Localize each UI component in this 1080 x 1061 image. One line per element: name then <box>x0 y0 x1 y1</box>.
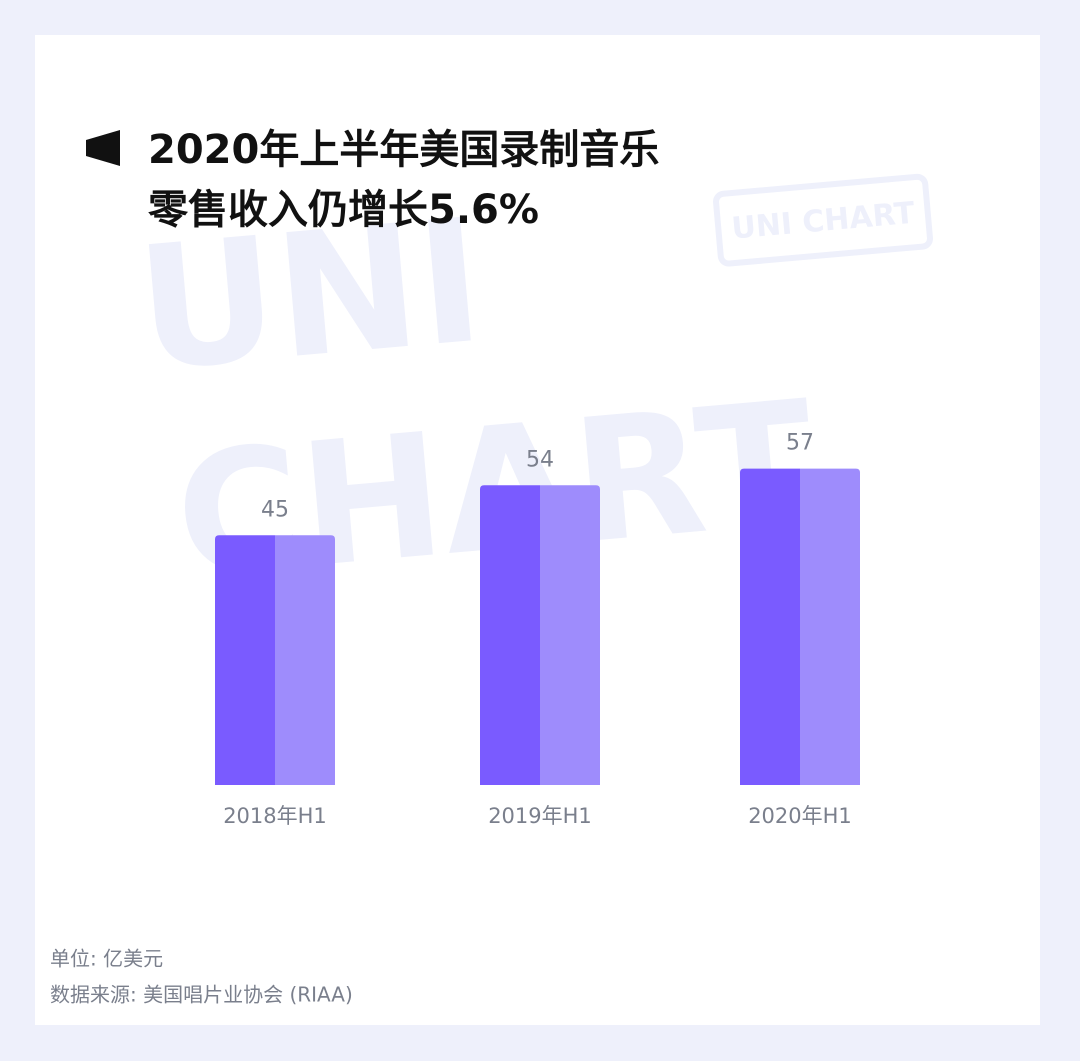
title-icon <box>86 130 120 166</box>
source-note: 数据来源: 美国唱片业协会 (RIAA) <box>50 983 353 1007</box>
bar <box>215 535 335 785</box>
watermark-line: UNI <box>130 183 490 410</box>
chart-title: 2020年上半年美国录制音乐 <box>148 127 659 173</box>
value-label: 57 <box>786 431 814 456</box>
value-label: 54 <box>526 447 554 472</box>
chart-title: 零售收入仍增长5.6% <box>148 187 539 233</box>
x-tick-label: 2018年H1 <box>223 804 327 828</box>
x-tick-label: 2019年H1 <box>488 804 592 828</box>
unit-note: 单位: 亿美元 <box>50 947 163 971</box>
value-label: 45 <box>261 497 289 522</box>
x-tick-label: 2020年H1 <box>748 804 852 828</box>
stamp-border <box>713 173 933 267</box>
bar <box>740 468 860 785</box>
bar <box>480 485 600 785</box>
